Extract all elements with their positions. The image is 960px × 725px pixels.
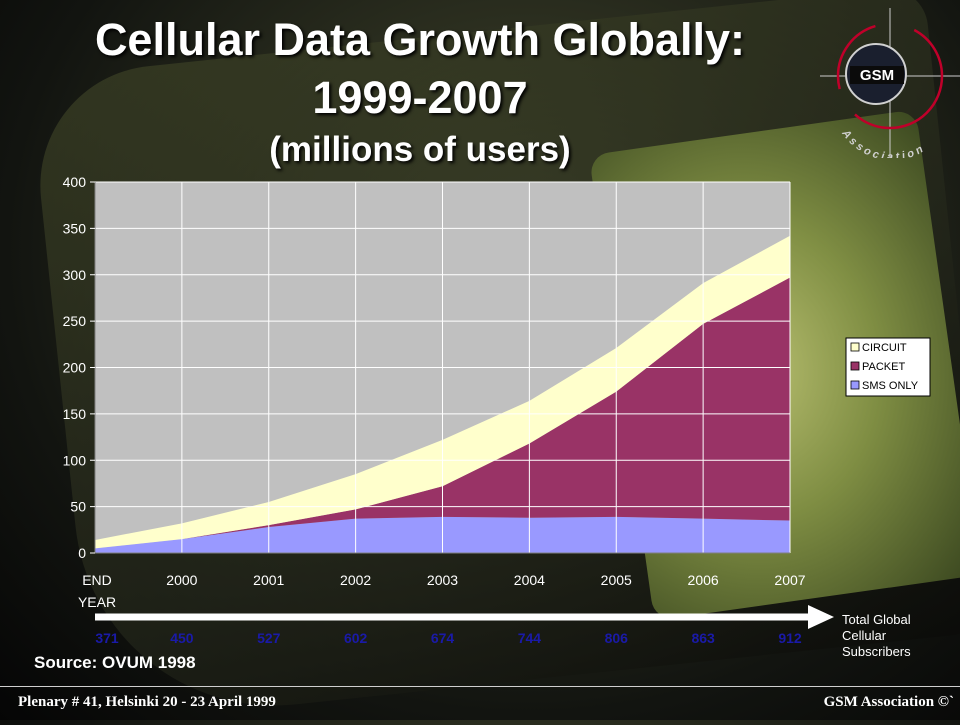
y-tick-label: 350 (63, 220, 87, 236)
x-tick-label: 2006 (688, 572, 719, 588)
y-tick-label: 200 (63, 360, 87, 376)
title-line-2: 1999-2007 (312, 72, 528, 123)
legend-swatch (850, 342, 860, 352)
y-tick-label: 300 (63, 267, 87, 283)
x-tick-label: 2004 (514, 572, 545, 588)
x-tick-label: 2007 (774, 572, 805, 588)
x-tick-label: 2002 (340, 572, 371, 588)
x-tick-label: 2003 (427, 572, 458, 588)
subscriber-count-label: 744 (518, 630, 542, 646)
y-tick-label: 400 (63, 174, 87, 190)
y-tick-label: 100 (63, 452, 87, 468)
subscriber-count-label: 527 (257, 630, 281, 646)
subscriber-count-label: 602 (344, 630, 368, 646)
x-tick-label: 2001 (253, 572, 284, 588)
footer-divider (0, 686, 960, 687)
y-tick-label: 250 (63, 313, 87, 329)
subscriber-count-label: 674 (431, 630, 455, 646)
y-tick-label: 150 (63, 406, 87, 422)
legend-entry-label: CIRCUIT (862, 342, 907, 354)
timeline-arrow-head-icon (808, 605, 834, 629)
legend-swatch (850, 361, 860, 371)
footer-copyright: GSM Association ©` (823, 694, 954, 710)
x-tick-label: END YEAR (78, 572, 116, 610)
subscriber-count-label: 371 (95, 630, 119, 646)
x-tick-label: 2005 (601, 572, 632, 588)
subscriber-count-label: 806 (605, 630, 629, 646)
y-tick-label: 50 (70, 499, 86, 515)
legend-entry-label: PACKET (862, 361, 905, 373)
legend-box (845, 337, 931, 397)
svg-text:GSM: GSM (860, 67, 894, 84)
footer-event: Plenary # 41, Helsinki 20 - 23 April 199… (18, 694, 276, 710)
subscriber-count-label: 912 (778, 630, 802, 646)
source-note: Source: OVUM 1998 (34, 653, 196, 672)
subscriber-count-label: 863 (691, 630, 715, 646)
legend-swatch (850, 380, 860, 390)
x-tick-label: 2000 (166, 572, 197, 588)
subscriber-count-label: 450 (170, 630, 194, 646)
gsm-association-logo-icon: GSM Association (820, 8, 960, 158)
title-line-1: Cellular Data Growth Globally: (94, 14, 746, 65)
y-tick-label: 0 (78, 545, 86, 561)
total-subscribers-label: Total Global Cellular Subscribers (842, 612, 911, 659)
legend-entry-label: SMS ONLY (862, 380, 919, 392)
title-line-3: (millions of users) (269, 130, 571, 169)
